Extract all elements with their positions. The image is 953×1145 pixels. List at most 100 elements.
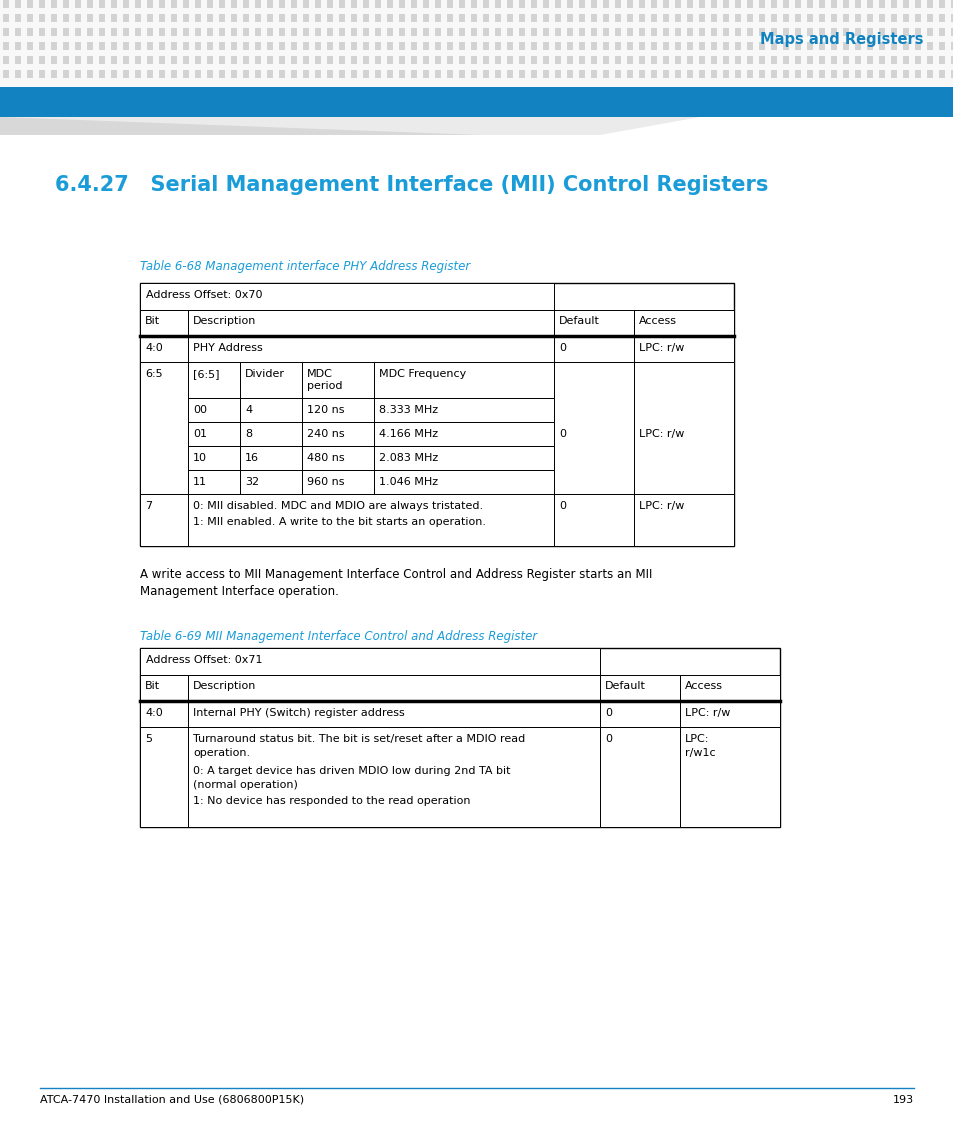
Bar [15, 70, 21, 78]
Bar [351, 0, 356, 8]
Bar [482, 14, 489, 22]
Bar [722, 0, 728, 8]
Text: 5: 5 [145, 734, 152, 744]
Bar [806, 56, 812, 64]
Bar [27, 70, 33, 78]
Bar [375, 70, 380, 78]
Text: Management Interface operation.: Management Interface operation. [140, 585, 338, 598]
Bar [147, 27, 152, 35]
Bar [722, 56, 728, 64]
Bar [770, 27, 776, 35]
Bar [471, 14, 476, 22]
Text: Address Offset: 0x70: Address Offset: 0x70 [146, 290, 262, 300]
Text: 0: 0 [558, 344, 565, 353]
Bar [363, 0, 369, 8]
Bar [51, 56, 57, 64]
Text: 16: 16 [245, 453, 258, 463]
Bar [590, 27, 597, 35]
Bar [506, 0, 513, 8]
Bar [506, 14, 513, 22]
Bar [338, 14, 345, 22]
Bar [302, 362, 374, 398]
Bar [3, 56, 9, 64]
Bar [746, 42, 752, 50]
Bar [159, 0, 165, 8]
Bar [902, 56, 908, 64]
Bar [914, 14, 920, 22]
Text: 11: 11 [193, 477, 207, 487]
Bar [422, 70, 429, 78]
Bar [278, 14, 285, 22]
Bar [75, 56, 81, 64]
Bar [734, 42, 740, 50]
Bar [842, 56, 848, 64]
Bar [615, 42, 620, 50]
Text: (normal operation): (normal operation) [193, 780, 297, 790]
Text: 0: 0 [604, 708, 612, 718]
Bar [135, 42, 141, 50]
Bar [188, 335, 554, 362]
Bar [183, 14, 189, 22]
Bar [387, 56, 393, 64]
Bar [639, 0, 644, 8]
Bar [398, 42, 405, 50]
Bar [806, 0, 812, 8]
Text: 0: MII disabled. MDC and MDIO are always tristated.: 0: MII disabled. MDC and MDIO are always… [193, 502, 482, 511]
Bar [435, 27, 440, 35]
Bar [506, 42, 513, 50]
Bar [578, 27, 584, 35]
Text: 00: 00 [193, 405, 207, 414]
Bar [686, 27, 692, 35]
Bar [171, 0, 177, 8]
Bar [662, 42, 668, 50]
Bar [590, 70, 597, 78]
Bar [675, 42, 680, 50]
Bar [422, 42, 429, 50]
Bar [188, 493, 554, 546]
Bar [675, 0, 680, 8]
Bar [878, 70, 884, 78]
Bar [866, 70, 872, 78]
Text: 1.046 MHz: 1.046 MHz [378, 477, 437, 487]
Bar [854, 27, 861, 35]
Bar [555, 14, 560, 22]
Bar [111, 27, 117, 35]
Bar [615, 14, 620, 22]
Bar [123, 14, 129, 22]
Bar [495, 0, 500, 8]
Bar [243, 0, 249, 8]
Bar [171, 42, 177, 50]
Bar [140, 493, 188, 546]
Bar [566, 0, 573, 8]
Bar [518, 14, 524, 22]
Bar [518, 70, 524, 78]
Bar [267, 70, 273, 78]
Bar [531, 27, 537, 35]
Bar [447, 70, 453, 78]
Bar [842, 70, 848, 78]
Bar [542, 70, 548, 78]
Bar [240, 447, 302, 469]
Bar [374, 362, 554, 398]
Bar [818, 70, 824, 78]
Bar [782, 42, 788, 50]
Text: A write access to MII Management Interface Control and Address Register starts a: A write access to MII Management Interfa… [140, 568, 652, 581]
Bar [291, 0, 296, 8]
Bar [555, 70, 560, 78]
Text: Access: Access [639, 316, 677, 326]
Bar [387, 0, 393, 8]
Bar [590, 42, 597, 50]
Bar [123, 27, 129, 35]
Bar [734, 0, 740, 8]
Bar [375, 42, 380, 50]
Bar [679, 701, 780, 727]
Bar [140, 335, 188, 362]
Bar [140, 283, 733, 546]
Bar [327, 0, 333, 8]
Bar [254, 0, 261, 8]
Bar [518, 0, 524, 8]
Bar [878, 14, 884, 22]
Text: 01: 01 [193, 429, 207, 439]
Bar [938, 0, 944, 8]
Bar [566, 27, 573, 35]
